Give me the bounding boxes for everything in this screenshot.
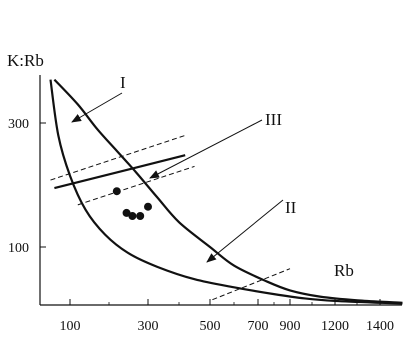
x-tick-label: 1200 xyxy=(321,319,349,334)
axes: 100 300 500 700 900 1200 1400 100 300 xyxy=(8,75,402,334)
points xyxy=(112,187,152,220)
y-tick-label: 100 xyxy=(8,241,29,256)
x-tick-label: 900 xyxy=(280,319,301,334)
x-tick-label: 1400 xyxy=(366,319,394,334)
x-axis-title: Rb xyxy=(334,261,354,280)
data-point xyxy=(136,212,145,220)
curve-label: II xyxy=(285,198,297,217)
curve-label: III xyxy=(265,110,282,129)
curve-label-arrow xyxy=(149,119,263,179)
data-point xyxy=(112,187,121,196)
curves xyxy=(49,78,403,305)
curve-ii xyxy=(49,79,403,305)
curve-iii-line-upper xyxy=(50,134,186,181)
x-tick-label: 700 xyxy=(248,319,269,334)
curve-ii-line xyxy=(212,268,291,301)
curve-iii-line-middle xyxy=(54,154,186,190)
y-axis-title: K:Rb xyxy=(7,51,44,70)
x-tick-label: 300 xyxy=(138,319,159,334)
data-point xyxy=(122,208,131,217)
y-tick-label: 300 xyxy=(8,117,29,132)
curve-label: I xyxy=(120,73,126,92)
x-tick-label: 100 xyxy=(60,319,81,334)
data-point xyxy=(128,212,137,220)
curve-label-arrow xyxy=(71,92,123,123)
curve-label-arrow xyxy=(206,199,284,263)
data-point xyxy=(144,202,152,211)
curve-i xyxy=(53,78,403,304)
x-tick-label: 500 xyxy=(200,319,221,334)
curve-iii-line-lower xyxy=(77,165,195,206)
